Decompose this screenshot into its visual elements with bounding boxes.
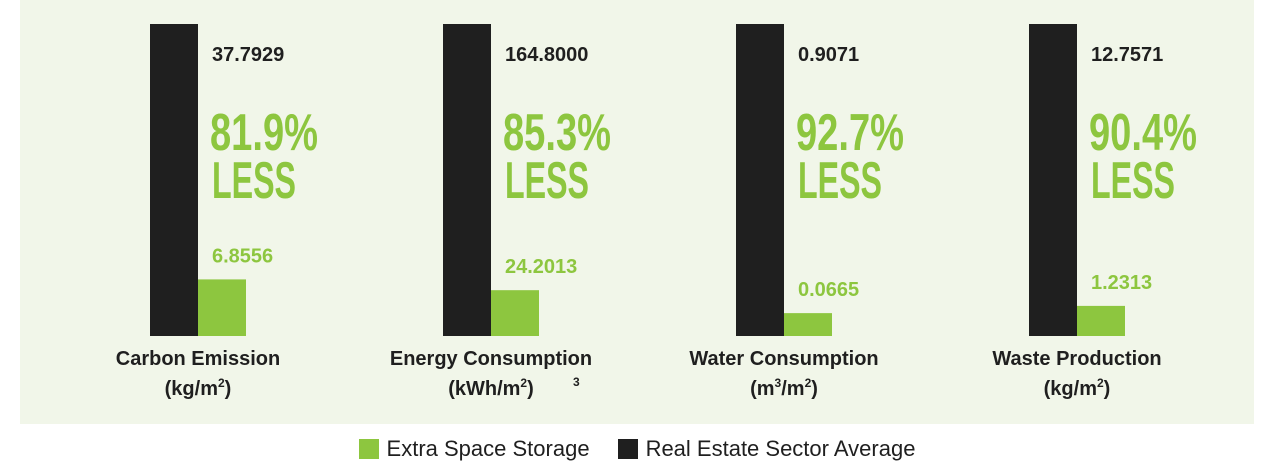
legend-label: Real Estate Sector Average: [645, 436, 916, 461]
category-label: Water Consumption: [689, 348, 878, 370]
legend-label: Extra Space Storage: [386, 436, 590, 461]
category-unit: (kWh/m2): [448, 376, 534, 400]
value-label-extra-space: 1.2313: [1091, 272, 1152, 294]
legend: Extra Space Storage Real Estate Sector A…: [0, 436, 1274, 462]
legend-swatch-green: [358, 439, 379, 459]
bar-extra-space: [784, 313, 832, 336]
category-unit: (kg/m2): [1044, 376, 1111, 400]
category-label: Waste Production: [992, 348, 1161, 370]
category-label: Carbon Emission: [116, 348, 280, 370]
reduction-percent: 90.4%: [1089, 104, 1197, 162]
reduction-label: LESS: [212, 152, 296, 210]
value-label-sector-average: 164.8000: [505, 44, 588, 66]
legend-item-sector-average: Real Estate Sector Average: [617, 436, 916, 462]
value-label-extra-space: 6.8556: [212, 245, 273, 267]
reduction-label: LESS: [798, 152, 882, 210]
reduction-percent: 85.3%: [503, 104, 611, 162]
value-label-extra-space: 24.2013: [505, 256, 577, 278]
legend-swatch-dark: [617, 439, 638, 459]
bar-extra-space: [198, 279, 246, 336]
reduction-percent: 92.7%: [796, 104, 904, 162]
reduction-percent: 81.9%: [210, 104, 318, 162]
category-label: Energy Consumption: [390, 348, 592, 370]
bar-sector-average: [736, 24, 784, 336]
bar-extra-space: [491, 290, 539, 336]
reduction-label: LESS: [1091, 152, 1175, 210]
reduction-label: LESS: [505, 152, 589, 210]
value-label-extra-space: 0.0665: [798, 279, 859, 301]
value-label-sector-average: 12.7571: [1091, 44, 1163, 66]
value-label-sector-average: 37.7929: [212, 44, 284, 66]
bar-sector-average: [150, 24, 198, 336]
value-label-sector-average: 0.9071: [798, 44, 859, 66]
category-unit: (m3/m2): [750, 376, 818, 400]
bar-sector-average: [1029, 24, 1077, 336]
footnote-marker: 3: [573, 375, 580, 389]
bar-sector-average: [443, 24, 491, 336]
category-unit: (kg/m2): [165, 376, 232, 400]
legend-item-extra-space: Extra Space Storage: [358, 436, 590, 462]
bar-extra-space: [1077, 305, 1125, 336]
